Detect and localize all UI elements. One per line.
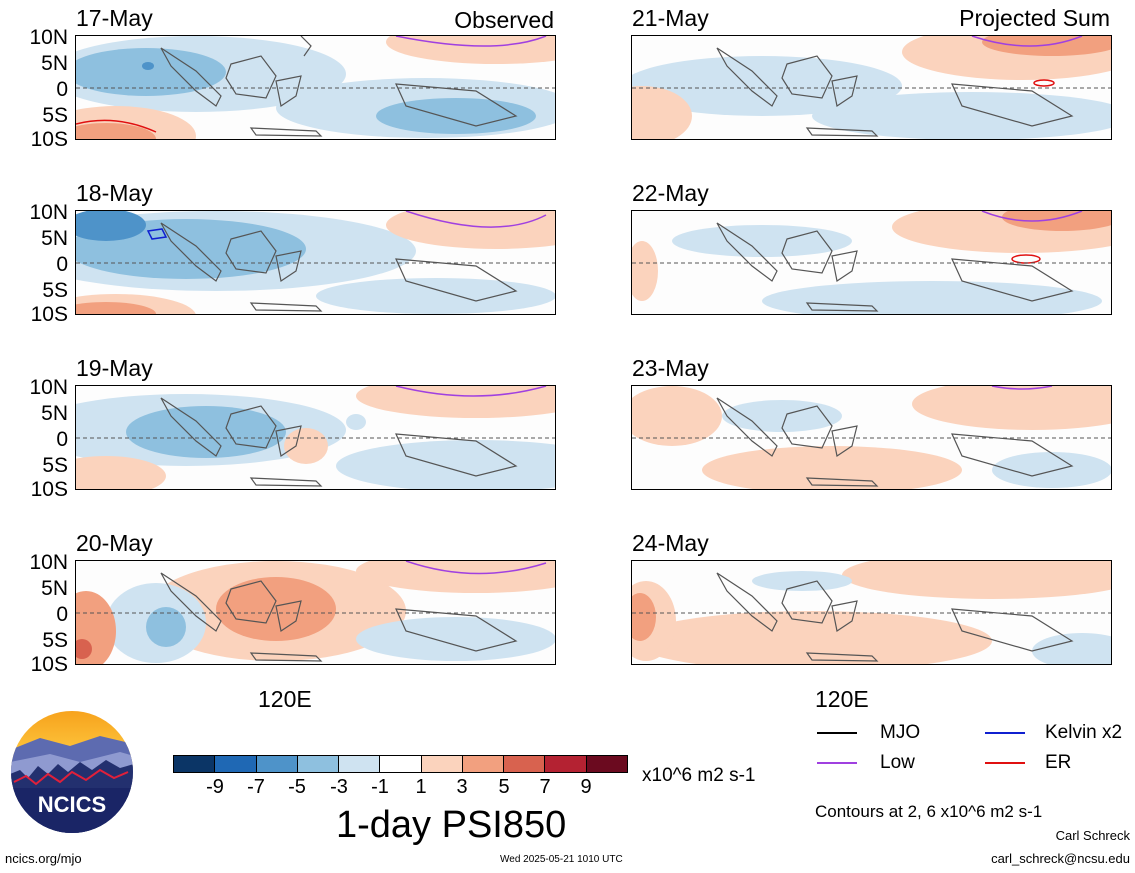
contour-note: Contours at 2, 6 x10^6 m2 s-1 bbox=[815, 802, 1043, 821]
legend-label-kelvin: Kelvin x2 bbox=[1045, 722, 1123, 743]
legend-swatch-low bbox=[817, 762, 857, 764]
colorbar-tick: -7 bbox=[247, 776, 265, 798]
legend-label-low: Low bbox=[880, 752, 915, 773]
legend-label-er: ER bbox=[1045, 752, 1072, 773]
colorbar-swatch bbox=[585, 755, 628, 773]
lat-label-5s: 5S bbox=[42, 629, 68, 652]
colorbar-swatch bbox=[461, 755, 505, 773]
logo-text: NCICS bbox=[38, 792, 106, 817]
map-panel-20-may bbox=[75, 560, 556, 665]
colorbar-swatch bbox=[420, 755, 463, 773]
map-panel-17-may bbox=[75, 35, 556, 140]
panel-date-label: 23-May bbox=[632, 355, 709, 381]
colorbar-swatch bbox=[379, 755, 422, 773]
observed-label: Observed bbox=[454, 7, 554, 33]
colorbar-swatch bbox=[173, 755, 216, 773]
colorbar-swatch bbox=[544, 755, 587, 773]
lat-label-eq: 0 bbox=[56, 78, 68, 101]
panel-date-label: 20-May bbox=[76, 530, 153, 556]
map-panel-22-may bbox=[631, 210, 1112, 315]
projected-sum-label: Projected Sum bbox=[959, 5, 1110, 31]
lat-label-10s: 10S bbox=[30, 128, 68, 151]
colorbar-tick: 5 bbox=[498, 776, 510, 798]
lat-label-eq: 0 bbox=[56, 603, 68, 626]
lat-label-5n: 5N bbox=[41, 227, 68, 250]
lat-label-10s: 10S bbox=[30, 478, 68, 501]
footer-author: Carl Schreck bbox=[1055, 828, 1130, 843]
colorbar-tick: 7 bbox=[539, 776, 551, 798]
lon-label-120e: 120E bbox=[815, 686, 869, 712]
panel-date-label: 24-May bbox=[632, 530, 709, 556]
footer-url: ncics.org/mjo bbox=[5, 851, 82, 866]
colorbar-swatch bbox=[503, 755, 546, 773]
colorbar-swatch bbox=[255, 755, 298, 773]
legend-label-mjo: MJO bbox=[880, 722, 921, 743]
lat-label-5n: 5N bbox=[41, 52, 68, 75]
lat-label-10s: 10S bbox=[30, 653, 68, 676]
lat-label-5s: 5S bbox=[42, 279, 68, 302]
map-panel-18-may bbox=[75, 210, 556, 315]
colorbar-tick: 1 bbox=[415, 776, 427, 798]
colorbar-units: x10^6 m2 s-1 bbox=[642, 765, 756, 786]
panel-date-label: 22-May bbox=[632, 180, 709, 206]
lat-label-10s: 10S bbox=[30, 303, 68, 326]
map-panel-19-may bbox=[75, 385, 556, 490]
lat-label-5s: 5S bbox=[42, 454, 68, 477]
lat-label-10n: 10N bbox=[29, 26, 68, 49]
lat-label-10n: 10N bbox=[29, 551, 68, 574]
lat-label-10n: 10N bbox=[29, 376, 68, 399]
panel-date-label: 18-May bbox=[76, 180, 153, 206]
panel-date-label: 21-May bbox=[632, 5, 709, 31]
colorbar-tick: -5 bbox=[288, 776, 306, 798]
legend-swatch-kelvin bbox=[985, 732, 1025, 734]
lat-label-eq: 0 bbox=[56, 428, 68, 451]
legend-swatch-mjo bbox=[817, 732, 857, 734]
lon-label-120e: 120E bbox=[258, 686, 312, 712]
colorbar-tick: -9 bbox=[206, 776, 224, 798]
panel-date-label: 19-May bbox=[76, 355, 153, 381]
panel-date-label: 17-May bbox=[76, 5, 153, 31]
colorbar-swatch bbox=[338, 755, 381, 773]
lat-label-5s: 5S bbox=[42, 104, 68, 127]
colorbar-tick: 9 bbox=[580, 776, 592, 798]
colorbar-ticks: -9 -7 -5 -3 -1 1 3 5 7 9 bbox=[173, 777, 627, 797]
colorbar-tick: -1 bbox=[371, 776, 389, 798]
lat-label-eq: 0 bbox=[56, 253, 68, 276]
lat-label-10n: 10N bbox=[29, 201, 68, 224]
colorbar-tick: -3 bbox=[330, 776, 348, 798]
colorbar bbox=[173, 755, 628, 773]
lat-label-5n: 5N bbox=[41, 402, 68, 425]
chart-title: 1-day PSI850 bbox=[336, 804, 567, 846]
colorbar-swatch bbox=[214, 755, 257, 773]
map-panel-23-may bbox=[631, 385, 1112, 490]
ncics-logo: NCICS bbox=[10, 710, 134, 834]
legend-swatch-er bbox=[985, 762, 1025, 764]
footer-timestamp: Wed 2025-05-21 1010 UTC bbox=[500, 854, 623, 865]
map-panel-21-may bbox=[631, 35, 1112, 140]
colorbar-tick: 3 bbox=[456, 776, 468, 798]
footer-email: carl_schreck@ncsu.edu bbox=[991, 851, 1130, 866]
colorbar-swatch bbox=[296, 755, 340, 773]
map-panel-24-may bbox=[631, 560, 1112, 665]
lat-label-5n: 5N bbox=[41, 577, 68, 600]
